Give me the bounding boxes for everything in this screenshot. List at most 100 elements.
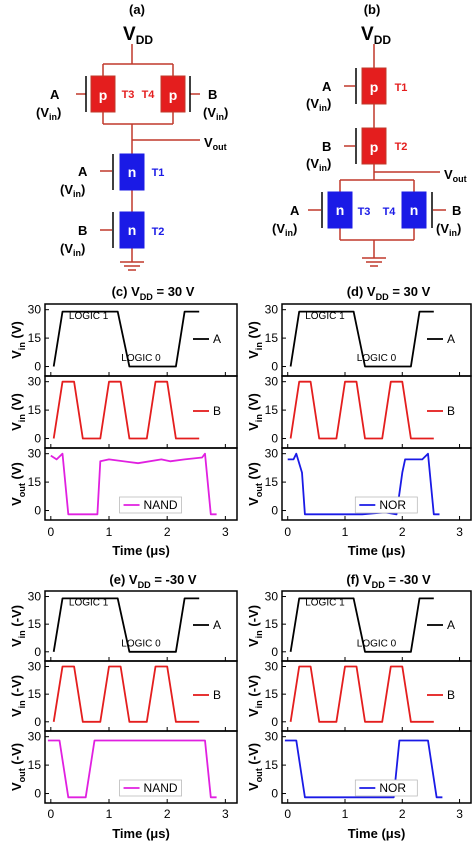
svg-text:(Vin): (Vin) — [60, 241, 85, 258]
plot-frame — [44, 660, 238, 732]
legend-label: B — [213, 404, 221, 418]
svg-text:p: p — [370, 79, 379, 95]
svg-text:T3: T3 — [358, 206, 371, 218]
legend-box — [119, 496, 182, 514]
series-line-B — [289, 665, 434, 723]
y-tick-label: 15 — [265, 758, 279, 772]
x-tick-label: 1 — [106, 525, 113, 539]
subplot-2: 30 15 0 Vout (V) NAND — [9, 447, 238, 521]
circuit-a-transistor-t2: n T2 — [119, 211, 164, 249]
chart-title: (c) VDD = 30 V — [112, 284, 195, 302]
y-tick-label: 15 — [28, 331, 42, 345]
plot-frame — [44, 375, 238, 449]
svg-text:B: B — [208, 87, 217, 102]
svg-text:(Vin): (Vin) — [306, 96, 331, 113]
y-tick-label: 0 — [271, 360, 278, 374]
y-tick-label: 30 — [28, 375, 42, 389]
y-tick-label: 30 — [265, 375, 279, 389]
x-axis-label: Time (μs) — [348, 543, 406, 558]
circuit-b-input-a-bottom: A (Vin) — [272, 203, 300, 238]
legend-NAND: NAND — [119, 779, 182, 797]
x-axis-label: Time (μs) — [112, 543, 170, 558]
legend-label: B — [447, 404, 455, 418]
chart-title: (d) VDD = 30 V — [347, 284, 431, 302]
circuit-a-gates — [85, 76, 191, 248]
series-line-A — [52, 310, 200, 368]
y-tick-label: 30 — [28, 447, 42, 461]
annotation-label: LOGIC 1 — [69, 311, 109, 322]
plot-frame — [281, 730, 472, 804]
svg-text:p: p — [99, 87, 108, 103]
legend-B: B — [193, 688, 221, 702]
annotation-label: LOGIC 1 — [305, 598, 345, 609]
x-tick-label: 2 — [399, 807, 406, 821]
y-tick-label: 30 — [28, 590, 42, 604]
annotation-label: LOGIC 0 — [357, 353, 397, 364]
svg-text:p: p — [169, 87, 178, 103]
y-axis-label: Vin (V) — [9, 393, 27, 431]
subplot-0: 30 15 0 Vin (-V) A LOGIC 1 LOGIC 0 — [246, 590, 472, 662]
svg-text:n: n — [128, 164, 137, 180]
legend-box — [354, 496, 418, 514]
y-axis-label: Vin (-V) — [9, 605, 27, 647]
x-tick-label: 1 — [342, 807, 349, 821]
y-tick-label: 15 — [28, 758, 42, 772]
svg-text:T1: T1 — [395, 82, 408, 94]
subplot-1: 30 15 0 Vin (V) B — [246, 375, 472, 449]
svg-text:(Vin): (Vin) — [36, 105, 61, 122]
svg-text:B: B — [78, 223, 87, 238]
circuit-b-label: (b) — [364, 2, 381, 17]
svg-text:p: p — [370, 139, 379, 155]
series-line-NAND — [50, 452, 217, 516]
circuit-b-transistor-t3: n T3 — [327, 191, 371, 229]
annotation-label: LOGIC 1 — [305, 311, 345, 322]
y-tick-label: 15 — [265, 617, 279, 631]
legend-A: A — [193, 618, 221, 632]
x-tick-label: 0 — [47, 525, 54, 539]
legend-B: B — [427, 688, 455, 702]
plot-frame — [44, 447, 238, 521]
circuit-a-input-a-top: A (Vin) — [36, 87, 61, 122]
legend-NOR: NOR — [354, 779, 418, 797]
circuit-a-transistor-t3: p T3 — [90, 75, 134, 113]
annotation-label: LOGIC 0 — [357, 638, 397, 649]
y-axis-label: Vin (-V) — [246, 675, 264, 717]
y-axis-label: Vin (V) — [246, 393, 264, 431]
plot-frame — [281, 375, 472, 449]
legend-label: A — [213, 332, 221, 346]
svg-text:T4: T4 — [383, 206, 397, 218]
y-tick-label: 30 — [265, 730, 279, 744]
chart-panel-1: (d) VDD = 30 V 30 15 0 Vin (V) A LOGIC 1 LOGIC … — [246, 284, 472, 558]
svg-text:(Vin): (Vin) — [203, 105, 228, 122]
circuit-b-vout: Vout — [444, 167, 467, 184]
subplot-0: 30 15 0 Vin (V) A LOGIC 1 LOGIC 0 — [9, 303, 238, 377]
legend-label: A — [213, 618, 221, 632]
legend-label: B — [213, 688, 221, 702]
legend-NAND: NAND — [119, 496, 182, 514]
y-tick-label: 30 — [265, 447, 279, 461]
svg-text:A: A — [78, 164, 88, 179]
circuit-b-gates — [321, 68, 433, 228]
y-axis-label: Vout (-V) — [246, 743, 264, 791]
series-line-A — [289, 597, 434, 653]
x-axis-label: Time (μs) — [348, 826, 406, 841]
legend-label: NOR — [379, 498, 406, 512]
legend-A: A — [427, 332, 455, 346]
y-tick-label: 0 — [271, 645, 278, 659]
y-tick-label: 30 — [265, 303, 279, 317]
x-tick-label: 3 — [456, 525, 463, 539]
svg-text:n: n — [410, 202, 419, 218]
series-line-A — [289, 310, 434, 368]
circuit-b-input-a-top: A (Vin) — [306, 79, 332, 113]
y-tick-label: 0 — [34, 645, 41, 659]
chart-title: (f) VDD = -30 V — [346, 572, 431, 590]
y-axis-label: Vout (V) — [9, 462, 27, 506]
legend-label: A — [447, 618, 455, 632]
legend-A: A — [427, 618, 455, 632]
subplot-0: 30 15 0 Vin (-V) A LOGIC 1 LOGIC 0 — [9, 590, 238, 662]
y-tick-label: 30 — [28, 660, 42, 674]
y-tick-label: 0 — [34, 432, 41, 446]
x-tick-label: 1 — [106, 807, 113, 821]
y-tick-label: 15 — [265, 331, 279, 345]
svg-text:(Vin): (Vin) — [436, 221, 461, 238]
